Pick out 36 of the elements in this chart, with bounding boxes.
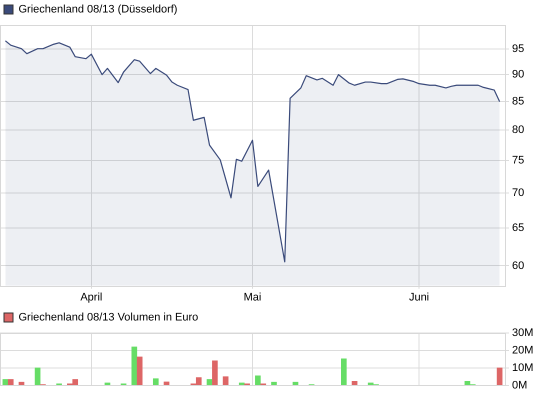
x-tick-label: April	[80, 291, 102, 304]
bar	[238, 382, 245, 386]
bar	[352, 381, 358, 386]
y-tick-label: 10M	[512, 362, 534, 374]
x-tick-label: Juni	[408, 291, 430, 304]
y-tick-label: 85	[512, 96, 524, 108]
legend-label: Griechenland 08/13 Volumen in Euro	[18, 312, 198, 324]
bar	[164, 382, 170, 386]
y-tick-label: 60	[512, 260, 524, 272]
y-tick-label: 70	[512, 187, 524, 200]
bar	[131, 346, 138, 386]
bar	[8, 379, 14, 386]
bar	[496, 368, 502, 386]
x-tick-label: Mai	[244, 291, 262, 304]
bar	[206, 379, 212, 386]
y-tick-label: 95	[512, 43, 524, 56]
bar	[18, 382, 24, 386]
y-tick-label: 0M	[512, 379, 528, 392]
y-tick-label: 30M	[512, 327, 534, 340]
bar	[104, 382, 110, 386]
y-tick-label: 75	[512, 154, 524, 167]
legend-label: Griechenland 08/13 (Düsseldorf)	[18, 4, 178, 16]
bar	[271, 382, 277, 386]
y-tick-label: 90	[512, 68, 524, 81]
bar	[222, 376, 228, 386]
bar	[2, 379, 8, 386]
bar	[136, 356, 143, 386]
bar	[255, 375, 261, 386]
y-tick-label: 20M	[512, 344, 534, 356]
y-tick-label: 80	[512, 124, 524, 136]
bar	[341, 358, 347, 386]
bar	[292, 382, 298, 386]
bar	[34, 368, 40, 386]
bar	[152, 378, 159, 386]
y-tick-label: 65	[512, 222, 524, 234]
bar	[212, 360, 218, 386]
